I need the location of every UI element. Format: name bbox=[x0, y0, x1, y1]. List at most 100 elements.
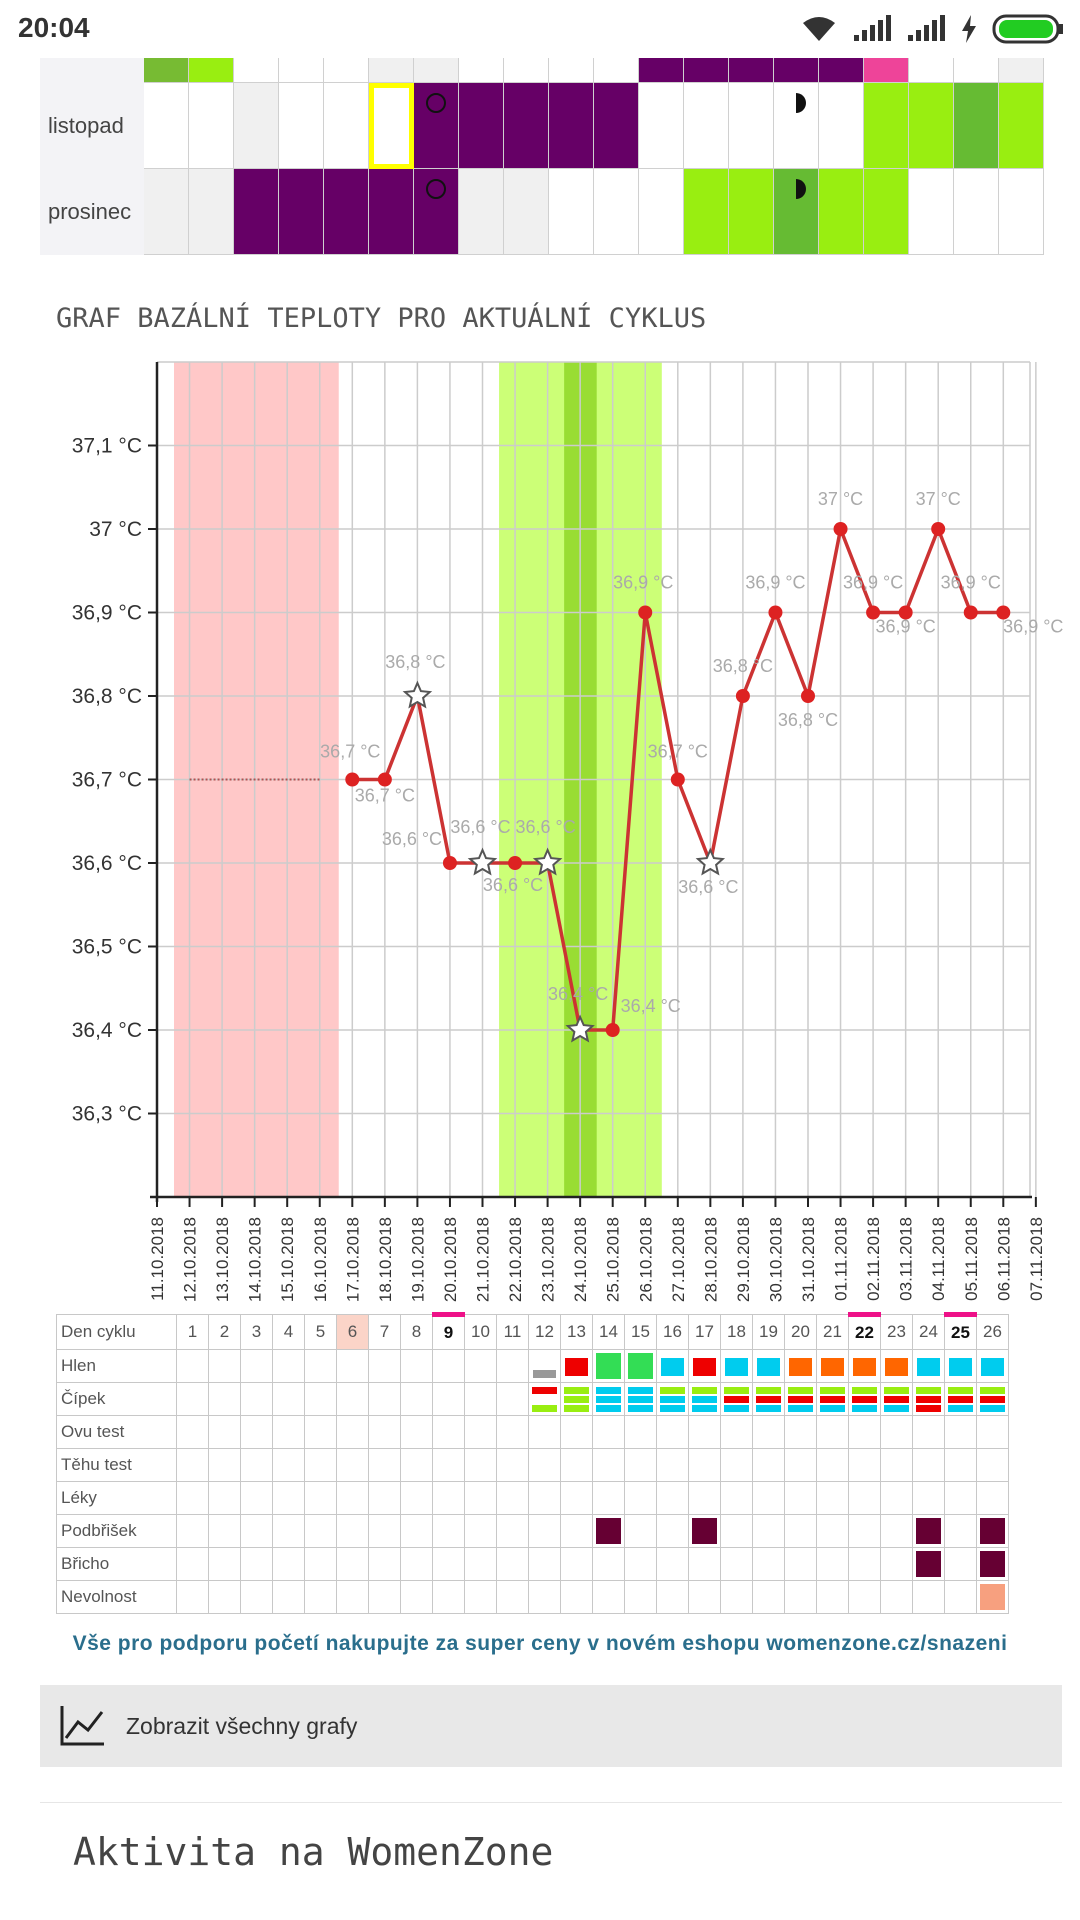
symptom-cell[interactable] bbox=[272, 1349, 305, 1383]
symptom-cell[interactable] bbox=[752, 1415, 785, 1449]
symptom-cell[interactable] bbox=[368, 1580, 401, 1614]
symptom-cell[interactable] bbox=[400, 1514, 433, 1548]
symptom-cell[interactable] bbox=[624, 1448, 657, 1482]
symptom-cell[interactable] bbox=[528, 1514, 561, 1548]
symptom-cell[interactable] bbox=[528, 1382, 561, 1416]
symptom-cell[interactable] bbox=[592, 1547, 625, 1581]
symptom-cell[interactable] bbox=[624, 1514, 657, 1548]
symptom-cell[interactable] bbox=[656, 1481, 689, 1515]
symptom-cell[interactable] bbox=[336, 1481, 369, 1515]
calendar-day[interactable] bbox=[414, 83, 459, 169]
symptom-cell[interactable] bbox=[272, 1514, 305, 1548]
symptom-cell[interactable] bbox=[848, 1514, 881, 1548]
symptom-cell[interactable] bbox=[720, 1481, 753, 1515]
symptom-cell[interactable] bbox=[496, 1349, 529, 1383]
symptom-cell[interactable] bbox=[880, 1448, 913, 1482]
calendar-day[interactable] bbox=[819, 58, 864, 83]
calendar-day[interactable] bbox=[594, 169, 639, 255]
symptom-cell[interactable] bbox=[624, 1382, 657, 1416]
symptom-cell[interactable] bbox=[560, 1580, 593, 1614]
symptom-cell[interactable] bbox=[208, 1382, 241, 1416]
symptom-cell[interactable] bbox=[848, 1547, 881, 1581]
calendar-day[interactable] bbox=[459, 58, 504, 83]
symptom-cell[interactable] bbox=[656, 1547, 689, 1581]
symptom-cell[interactable] bbox=[720, 1514, 753, 1548]
calendar-day[interactable] bbox=[144, 58, 189, 83]
symptom-cell[interactable] bbox=[848, 1448, 881, 1482]
symptom-cell[interactable] bbox=[400, 1547, 433, 1581]
symptom-cell[interactable] bbox=[592, 1415, 625, 1449]
calendar-day[interactable] bbox=[999, 169, 1044, 255]
symptom-cell[interactable] bbox=[976, 1448, 1009, 1482]
symptom-cell[interactable] bbox=[304, 1415, 337, 1449]
symptom-cell[interactable] bbox=[784, 1547, 817, 1581]
symptom-cell[interactable] bbox=[272, 1448, 305, 1482]
symptom-cell[interactable] bbox=[336, 1547, 369, 1581]
calendar-day[interactable] bbox=[909, 58, 954, 83]
symptom-cell[interactable] bbox=[912, 1580, 945, 1614]
calendar-day[interactable] bbox=[729, 169, 774, 255]
symptom-cell[interactable] bbox=[208, 1415, 241, 1449]
calendar-day[interactable] bbox=[864, 169, 909, 255]
calendar-day[interactable] bbox=[324, 83, 369, 169]
symptom-cell[interactable] bbox=[976, 1547, 1009, 1581]
symptom-cell[interactable] bbox=[272, 1580, 305, 1614]
symptom-cell[interactable] bbox=[592, 1382, 625, 1416]
symptom-cell[interactable] bbox=[880, 1481, 913, 1515]
symptom-cell[interactable] bbox=[240, 1481, 273, 1515]
symptom-cell[interactable] bbox=[816, 1514, 849, 1548]
symptom-cell[interactable] bbox=[752, 1448, 785, 1482]
symptom-cell[interactable] bbox=[208, 1481, 241, 1515]
show-all-charts-button[interactable]: Zobrazit všechny grafy bbox=[40, 1685, 1062, 1767]
symptom-cell[interactable] bbox=[880, 1547, 913, 1581]
symptom-cell[interactable] bbox=[752, 1481, 785, 1515]
symptom-cell[interactable] bbox=[560, 1382, 593, 1416]
symptom-cell[interactable] bbox=[560, 1415, 593, 1449]
symptom-cell[interactable] bbox=[176, 1514, 209, 1548]
symptom-cell[interactable] bbox=[240, 1514, 273, 1548]
calendar-day[interactable] bbox=[909, 169, 954, 255]
symptom-cell[interactable] bbox=[304, 1547, 337, 1581]
symptom-cell[interactable] bbox=[912, 1547, 945, 1581]
symptom-cell[interactable] bbox=[688, 1415, 721, 1449]
symptom-cell[interactable] bbox=[848, 1382, 881, 1416]
calendar-day[interactable] bbox=[549, 169, 594, 255]
symptom-cell[interactable] bbox=[944, 1514, 977, 1548]
symptom-cell[interactable] bbox=[720, 1415, 753, 1449]
symptom-cell[interactable] bbox=[496, 1415, 529, 1449]
symptom-cell[interactable] bbox=[528, 1448, 561, 1482]
symptom-cell[interactable] bbox=[752, 1547, 785, 1581]
symptom-cell[interactable] bbox=[944, 1415, 977, 1449]
symptom-cell[interactable] bbox=[912, 1481, 945, 1515]
symptom-cell[interactable] bbox=[752, 1382, 785, 1416]
calendar-day[interactable] bbox=[234, 58, 279, 83]
symptom-cell[interactable] bbox=[752, 1580, 785, 1614]
symptom-cell[interactable] bbox=[528, 1349, 561, 1383]
symptom-cell[interactable] bbox=[368, 1415, 401, 1449]
symptom-cell[interactable] bbox=[976, 1415, 1009, 1449]
symptom-cell[interactable] bbox=[720, 1547, 753, 1581]
symptom-cell[interactable] bbox=[624, 1349, 657, 1383]
symptom-cell[interactable] bbox=[592, 1580, 625, 1614]
symptom-cell[interactable] bbox=[464, 1415, 497, 1449]
symptom-cell[interactable] bbox=[784, 1349, 817, 1383]
symptom-cell[interactable] bbox=[240, 1547, 273, 1581]
symptom-cell[interactable] bbox=[592, 1448, 625, 1482]
symptom-cell[interactable] bbox=[176, 1448, 209, 1482]
symptom-cell[interactable] bbox=[944, 1349, 977, 1383]
symptom-cell[interactable] bbox=[400, 1481, 433, 1515]
calendar-day[interactable] bbox=[504, 169, 549, 255]
symptom-cell[interactable] bbox=[208, 1448, 241, 1482]
calendar-day[interactable] bbox=[189, 58, 234, 83]
symptom-cell[interactable] bbox=[336, 1580, 369, 1614]
symptom-cell[interactable] bbox=[528, 1580, 561, 1614]
symptom-cell[interactable] bbox=[240, 1382, 273, 1416]
symptom-cell[interactable] bbox=[624, 1481, 657, 1515]
calendar-day[interactable] bbox=[999, 83, 1044, 169]
symptom-cell[interactable] bbox=[848, 1481, 881, 1515]
symptom-cell[interactable] bbox=[560, 1481, 593, 1515]
symptom-cell[interactable] bbox=[368, 1382, 401, 1416]
symptom-cell[interactable] bbox=[496, 1547, 529, 1581]
symptom-cell[interactable] bbox=[400, 1580, 433, 1614]
calendar-day[interactable] bbox=[189, 169, 234, 255]
